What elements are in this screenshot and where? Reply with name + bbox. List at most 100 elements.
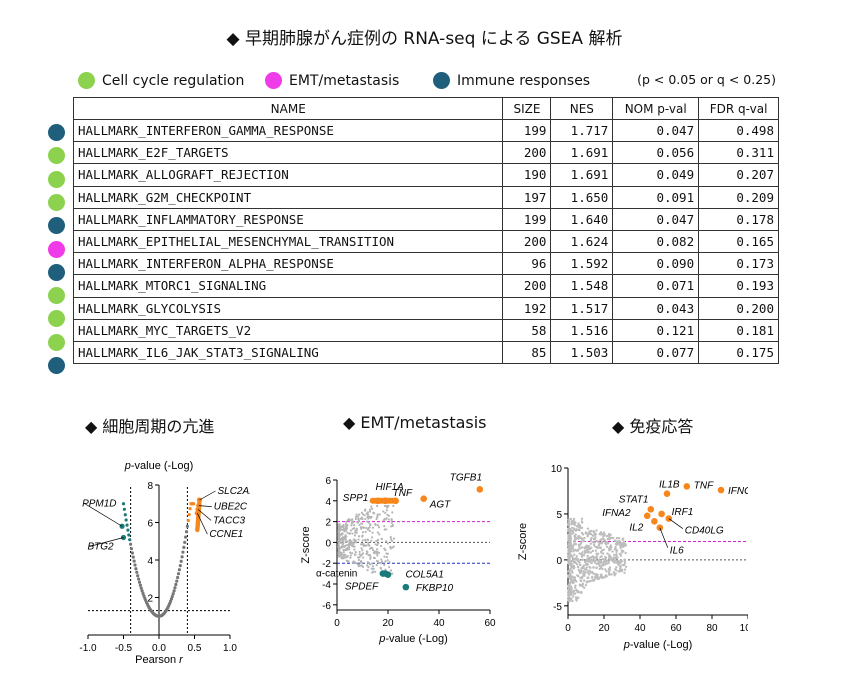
gene-point (572, 522, 575, 525)
legend-dot-emt (265, 72, 282, 89)
x-tick-label: 0 (334, 618, 340, 629)
gene-point (382, 510, 385, 513)
gene-label: TGFB1 (450, 472, 482, 483)
gene-point (590, 570, 594, 574)
gene-point (138, 583, 142, 587)
legend-dot-cell-cycle (78, 72, 95, 89)
gene-point (386, 542, 389, 545)
gene-point (569, 532, 572, 536)
gene-point (600, 573, 603, 576)
gene-point (576, 549, 580, 552)
gene-point (590, 536, 593, 540)
gene-point (348, 542, 351, 545)
gene-point (607, 547, 611, 550)
gene-point (568, 589, 571, 593)
gene-point (364, 517, 367, 521)
gene-point (580, 553, 583, 556)
row-category-dot-cell (48, 193, 65, 211)
gene-point (186, 518, 190, 523)
gene-point (373, 552, 376, 555)
gene-point (568, 542, 571, 545)
gene-point (604, 563, 607, 566)
cell-nom-p: 0.077 (612, 340, 700, 365)
gene-point (572, 581, 575, 584)
gene-point (605, 575, 608, 578)
gene-point (356, 515, 360, 518)
gene-point (125, 523, 129, 527)
cell-name: HALLMARK_EPITHELIAL_MESENCHYMAL_TRANSITI… (72, 229, 504, 254)
legend-label: Immune responses (457, 72, 591, 89)
gene-point (361, 539, 364, 542)
gene-point (345, 540, 348, 543)
row-category-dot-cell (48, 147, 65, 165)
cell-nes: 1.503 (550, 340, 614, 365)
gene-point (569, 560, 572, 563)
gene-point (567, 583, 571, 586)
table-row: HALLMARK_IL6_JAK_STAT3_SIGNALING 85 1.503 0… (72, 340, 779, 365)
col-header-name: NAME (72, 97, 504, 120)
cell-fdr-q: 0.175 (698, 340, 779, 365)
gene-point (420, 495, 427, 503)
gene-point (575, 597, 578, 600)
table-row: HALLMARK_MTORC1_SIGNALING 200 1.548 0.071 0.… (72, 274, 779, 298)
gene-point (583, 549, 586, 553)
gene-point (569, 581, 572, 584)
figure-title: ◆ 早期肺腺がん症例の RNA-seq による GSEA 解析 (226, 29, 623, 49)
gene-point (174, 582, 178, 587)
gene-point (361, 526, 364, 529)
gene-point (574, 560, 577, 564)
gene-point (570, 522, 573, 526)
cell-size: 199 (502, 207, 552, 231)
gene-point (363, 509, 367, 512)
gene-point (345, 527, 348, 530)
y-tick-label: 2 (325, 518, 331, 529)
gene-point (351, 552, 354, 555)
gene-point (602, 560, 605, 564)
gene-point (581, 583, 584, 586)
gene-point (586, 532, 589, 535)
gene-point (615, 549, 619, 552)
gene-point (585, 566, 588, 569)
gene-point (337, 544, 340, 548)
label-leader (659, 527, 669, 548)
gene-point (342, 555, 346, 558)
y-tick-label: -4 (322, 580, 331, 591)
x-tick-label: 0.0 (152, 643, 166, 654)
gene-point (402, 583, 410, 591)
gene-point (575, 563, 579, 566)
gene-point (590, 576, 594, 580)
gene-point (595, 566, 598, 569)
gene-point (361, 513, 365, 516)
gene-point (341, 538, 344, 541)
gene-point (571, 599, 574, 603)
gene-point (371, 548, 374, 552)
cell-size: 58 (502, 318, 552, 342)
cell-nom-p: 0.091 (612, 185, 700, 209)
gene-point (586, 554, 589, 558)
gene-point (338, 523, 341, 526)
gene-point (567, 524, 571, 527)
gene-point (584, 532, 587, 535)
x-tick-label: 0.5 (188, 643, 202, 654)
row-category-dot-cell (48, 170, 65, 188)
row-category-dot-cell (48, 333, 65, 351)
gene-point (567, 534, 570, 537)
gene-point (608, 538, 611, 541)
gene-point (569, 592, 573, 596)
gene-label: IFNA2 (602, 508, 631, 519)
gene-point (367, 554, 370, 557)
gene-point (358, 553, 361, 556)
gene-point (581, 565, 585, 569)
gene-point (571, 532, 574, 535)
gene-point (567, 539, 570, 542)
table-row: HALLMARK_GLYCOLYSIS 192 1.517 0.043 0.200 (72, 296, 779, 320)
gene-point (374, 570, 377, 573)
gene-point (572, 595, 575, 598)
gene-point (353, 539, 356, 542)
volcano-cell-cycle-chart: 2 4 6 8 -1.0 -0.5 0.0 0.5 1.0 p-value (-Log) Pears… (79, 460, 250, 666)
gene-point (597, 560, 600, 563)
legend-item-cell-cycle: Cell cycle regulation (78, 72, 244, 89)
gene-point (586, 563, 590, 566)
cell-size: 197 (502, 185, 552, 209)
